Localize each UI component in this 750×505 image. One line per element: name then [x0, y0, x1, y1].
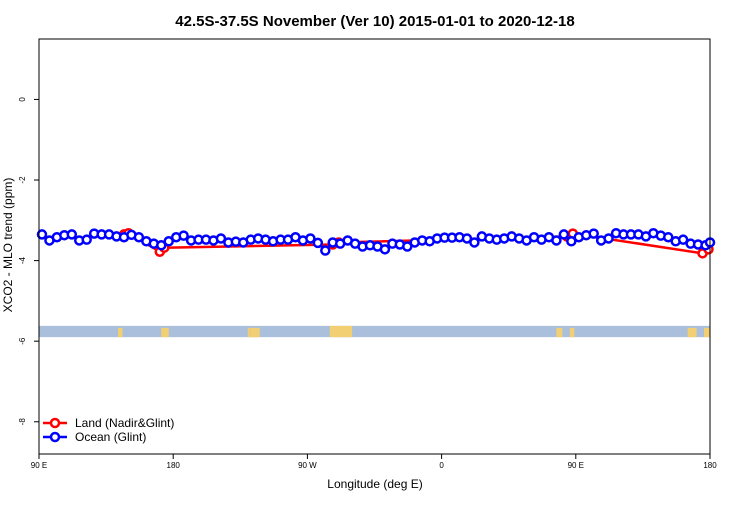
data-point — [402, 241, 413, 252]
land-band-segment — [704, 327, 710, 338]
data-point — [178, 230, 189, 241]
data-point — [163, 236, 174, 247]
data-point — [588, 228, 599, 239]
data-point — [603, 233, 614, 244]
legend-marker — [49, 431, 61, 443]
plot-frame — [38, 38, 711, 455]
data-point — [662, 231, 674, 243]
legend: Land (Nadir&Glint)Ocean (Glint) — [43, 416, 174, 444]
land-band-segment — [329, 325, 353, 338]
data-point — [461, 233, 473, 244]
chart-title: 42.5S-37.5S November (Ver 10) 2015-01-01… — [175, 13, 574, 30]
x-tick-label: 90 W — [298, 461, 317, 470]
land-band-segment — [249, 327, 251, 338]
x-tick-label: 90 E — [568, 461, 584, 470]
axes: 90 E 180 90 W 0 90 E 180 0 -2 -4 -6 -8 — [18, 97, 717, 470]
land-band-segment — [118, 327, 123, 338]
land-band-segment — [556, 327, 563, 338]
y-tick-label: -8 — [18, 418, 27, 426]
x-tick-label: 180 — [703, 461, 717, 470]
land-band-segment — [569, 327, 575, 338]
data-point — [305, 233, 316, 244]
data-point — [312, 237, 324, 249]
data-point — [566, 236, 577, 247]
data-point — [215, 233, 227, 244]
legend-label: Ocean (Glint) — [75, 430, 146, 444]
data-point — [66, 229, 78, 240]
land-band-segment — [253, 327, 257, 338]
x-tick-label: 180 — [167, 461, 181, 470]
data-point — [469, 237, 480, 248]
ocean-band — [39, 325, 710, 338]
data-point — [36, 229, 48, 240]
surface-band — [39, 325, 710, 338]
y-tick-label: -2 — [18, 176, 27, 184]
data-point — [677, 234, 689, 245]
y-axis-label: XCO2 - MLO trend (ppm) — [1, 178, 15, 313]
y-tick-label: 0 — [18, 97, 27, 102]
x-tick-label: 0 — [439, 461, 444, 470]
data-point — [156, 240, 167, 251]
series-layer — [36, 227, 716, 259]
data-point — [133, 231, 145, 243]
land-band-segment — [687, 327, 697, 338]
y-tick-label: -6 — [18, 337, 27, 345]
land-band-segment — [161, 327, 169, 338]
x-axis-label: Longitude (deg E) — [327, 477, 422, 491]
legend-marker — [49, 417, 61, 429]
data-point — [320, 245, 331, 256]
land-band-segment — [247, 327, 250, 338]
x-tick-label: 90 E — [31, 461, 47, 470]
data-point — [379, 244, 391, 255]
legend-label: Land (Nadir&Glint) — [75, 416, 174, 430]
y-tick-label: -4 — [18, 257, 27, 265]
data-point — [551, 235, 562, 246]
data-point — [558, 229, 570, 240]
data-point — [81, 234, 92, 245]
